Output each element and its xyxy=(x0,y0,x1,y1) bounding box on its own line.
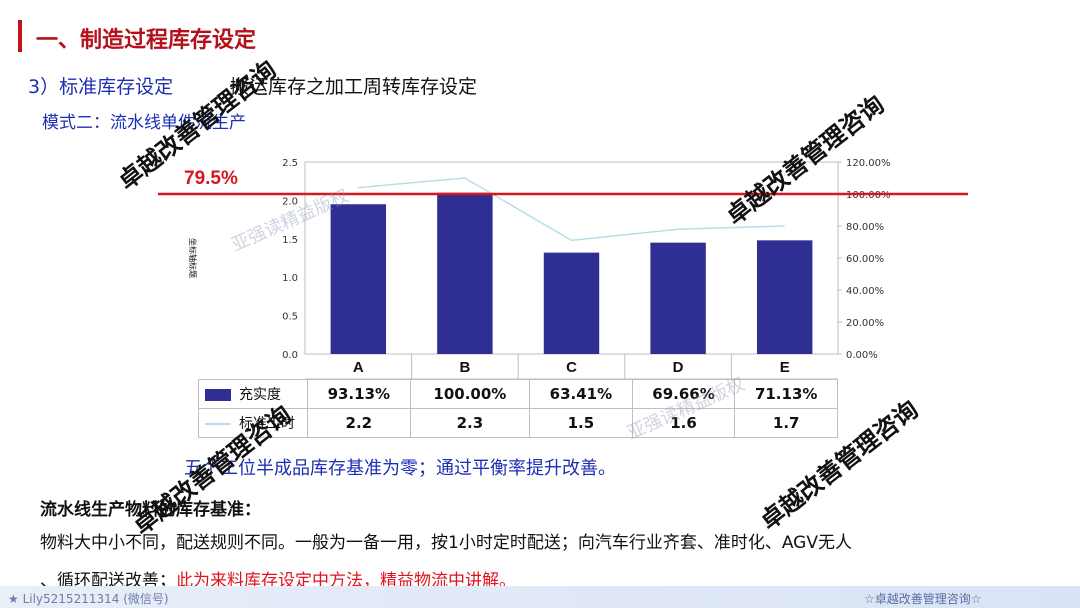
y2-tick-label: 60.00% xyxy=(846,254,884,265)
series-name: 标准工时 xyxy=(239,416,295,432)
table-cell: 69.66% xyxy=(631,379,736,409)
x-tick-label: E xyxy=(780,359,790,376)
table-row: 标准工时 2.2 2.3 1.5 1.6 1.7 xyxy=(198,408,838,438)
bar xyxy=(650,242,706,354)
line-swatch-icon xyxy=(205,423,231,425)
title-accent-bar xyxy=(18,20,22,52)
page-title: 一、制造过程库存设定 xyxy=(36,28,257,53)
table-cell: 1.5 xyxy=(529,408,633,438)
table-cell: 100.00% xyxy=(409,379,531,409)
series-line xyxy=(358,177,785,242)
table-cell: 63.41% xyxy=(529,379,633,409)
y-tick-label: 1.0 xyxy=(282,273,298,284)
chart-data-table: 充实度 93.13% 100.00% 63.41% 69.66% 71.13% … xyxy=(198,379,838,438)
y2-tick-label: 80.00% xyxy=(846,222,884,233)
y-tick-label: 0.0 xyxy=(282,350,298,361)
footer-bar xyxy=(0,586,1080,608)
y-tick-label: 2.5 xyxy=(282,158,298,169)
bar xyxy=(437,192,493,354)
x-tick-label: B xyxy=(459,359,470,376)
table-row: 充实度 93.13% 100.00% 63.41% 69.66% 71.13% xyxy=(198,379,838,409)
y2-tick-label: 40.00% xyxy=(846,286,884,297)
legend-bar-series: 充实度 xyxy=(198,379,308,409)
y2-tick-label: 120.00% xyxy=(846,158,891,169)
bar xyxy=(756,240,813,354)
x-tick-label: D xyxy=(673,359,684,376)
y2-tick-label: 0.00% xyxy=(846,350,878,361)
table-cell: 93.13% xyxy=(307,379,411,409)
series-name: 充实度 xyxy=(239,387,281,403)
x-tick-label: A xyxy=(353,359,364,376)
table-cell: 71.13% xyxy=(734,379,838,409)
bar xyxy=(330,204,387,354)
y-tick-label: 2.0 xyxy=(282,196,298,207)
improvement-note: 五个工位半成品库存基准为零；通过平衡率提升改善。 xyxy=(184,458,616,479)
y-axis-title: 坐标轴标题 xyxy=(188,238,198,278)
table-cell: 1.6 xyxy=(631,408,736,438)
reference-line-label: 79.5% xyxy=(184,168,238,189)
production-mode-label: 模式二：流水线单件流生产 xyxy=(42,113,246,133)
footer-brand: ☆卓越改善管理咨询☆ xyxy=(864,592,982,606)
table-cell: 1.7 xyxy=(734,408,838,438)
table-cell: 2.3 xyxy=(409,408,531,438)
y-tick-label: 1.5 xyxy=(282,235,298,246)
section-subtitle-detail: 搬运库存之加工周转库存设定 xyxy=(230,76,478,98)
bar xyxy=(543,252,600,354)
table-cell: 2.2 xyxy=(307,408,411,438)
footer-contact: ★ Lily5215211314 (微信号) xyxy=(8,592,169,606)
section-subtitle: 3）标准库存设定 xyxy=(28,76,174,98)
body-paragraph: 物料大中小不同，配送规则不同。一般为一备一用，按1小时定时配送；向汽车行业齐套、… xyxy=(40,533,852,553)
legend-line-series: 标准工时 xyxy=(198,408,308,438)
x-tick-label: C xyxy=(566,359,577,376)
section-heading: 流水线生产物料的库存基准： xyxy=(40,500,261,520)
bar-swatch-icon xyxy=(205,389,231,401)
y2-tick-label: 20.00% xyxy=(846,318,884,329)
y2-tick-label: 100.00% xyxy=(846,190,891,201)
y-tick-label: 0.5 xyxy=(282,312,298,323)
